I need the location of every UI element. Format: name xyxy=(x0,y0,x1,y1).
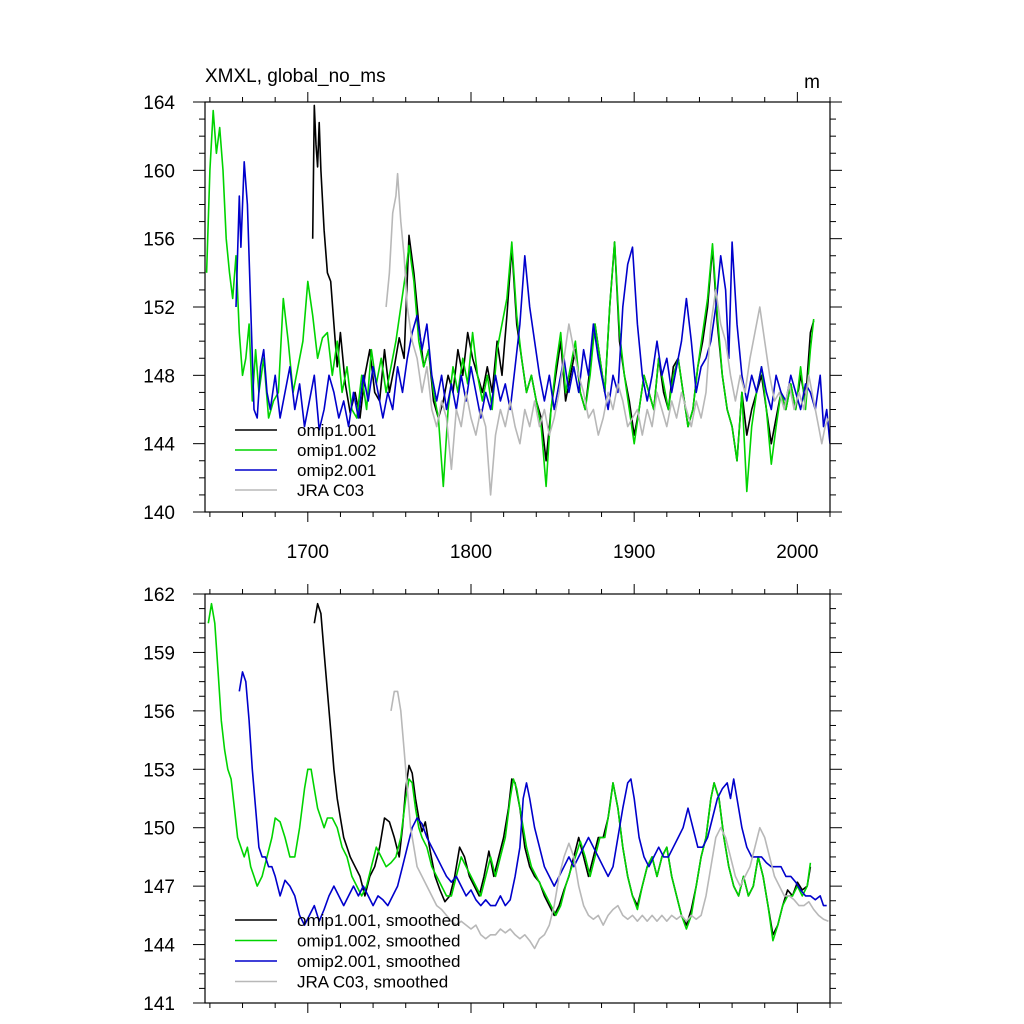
legend-label: omip1.001, smoothed xyxy=(297,911,461,930)
legend-label: omip1.002 xyxy=(297,441,376,460)
legend-label: omip1.002, smoothed xyxy=(297,932,461,951)
y-tick-label: 150 xyxy=(143,819,175,840)
y-tick-label: 156 xyxy=(143,702,175,723)
bottom-panel: 141 144 147 150 153 156 159 162 omip1.001, smoot… xyxy=(143,584,842,1015)
x-tick-label: 2000 xyxy=(776,542,818,563)
y-tick-label: 147 xyxy=(143,877,175,898)
series-line-1-2 xyxy=(238,671,827,926)
series-line-0-1 xyxy=(205,109,815,493)
series-line-1-0 xyxy=(313,602,812,936)
y-tick-label: 153 xyxy=(143,760,175,781)
series-line-1-1 xyxy=(207,602,812,942)
top-panel: 1700 1800 1900 2000 140 144 148 152 156 160 164 omi… xyxy=(143,92,842,563)
chart-title: XMXL, global_no_ms xyxy=(205,66,386,87)
y-tick-label: 164 xyxy=(143,93,175,114)
y-tick-label: 156 xyxy=(143,230,175,251)
legend-label: JRA C03 xyxy=(297,481,364,500)
y-tick-label: 148 xyxy=(143,366,175,387)
legend-label: JRA C03, smoothed xyxy=(297,973,448,992)
units-label: m xyxy=(804,72,820,93)
y-tick-label: 152 xyxy=(143,298,175,319)
x-tick-label: 1900 xyxy=(613,542,655,563)
legend-label: omip1.001 xyxy=(297,421,376,440)
y-tick-label: 160 xyxy=(143,161,175,182)
y-tick-label: 140 xyxy=(143,503,175,524)
series-line-0-3 xyxy=(385,172,830,496)
legend-label: omip2.001, smoothed xyxy=(297,952,461,971)
y-tick-label: 144 xyxy=(143,435,175,456)
series-line-0-2 xyxy=(235,161,830,444)
x-tick-label: 1800 xyxy=(450,542,492,563)
series-line-1-3 xyxy=(390,690,829,950)
x-tick-label: 1700 xyxy=(287,542,329,563)
y-tick-label: 159 xyxy=(143,643,175,664)
legend-label: omip2.001 xyxy=(297,461,376,480)
y-tick-label: 141 xyxy=(143,994,175,1015)
y-tick-label: 162 xyxy=(143,585,175,606)
y-tick-label: 144 xyxy=(143,936,175,957)
